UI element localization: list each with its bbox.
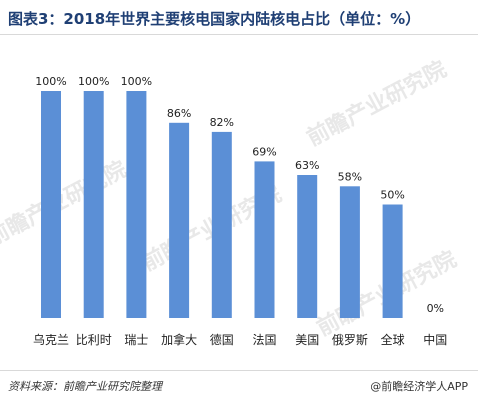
bars-group [41, 91, 403, 318]
value-label-9: 50% [380, 189, 404, 202]
chart-title: 图表3：2018年世界主要核电国家内陆核电占比（单位：%） [8, 10, 421, 28]
value-label-6: 69% [252, 145, 276, 158]
value-label-3: 100% [121, 75, 152, 88]
brand-note: @前瞻经济学人APP [370, 380, 468, 393]
value-label-8: 58% [338, 170, 362, 183]
bar-7 [297, 175, 318, 318]
category-label-6: 法国 [252, 333, 276, 347]
category-label-7: 美国 [295, 333, 319, 347]
bar-9 [382, 204, 403, 318]
value-label-7: 63% [295, 159, 319, 172]
category-label-9: 全球 [381, 332, 405, 347]
bar-8 [339, 186, 360, 318]
value-label-5: 82% [210, 116, 234, 129]
value-label-1: 100% [35, 75, 66, 88]
bar-3 [126, 91, 147, 318]
bar-1 [41, 91, 61, 318]
category-label-3: 瑞士 [124, 333, 148, 347]
category-label-8: 俄罗斯 [332, 333, 368, 347]
category-label-5: 德国 [210, 332, 234, 347]
value-label-4: 86% [167, 107, 191, 120]
bar-4 [169, 122, 190, 318]
bar-6 [254, 161, 275, 318]
category-label-1: 乌克兰 [33, 332, 69, 347]
bar-chart: 前瞻产业研究院前瞻产业研究院前瞻产业研究院前瞻产业研究院 100%100%100… [0, 56, 461, 347]
value-labels-group: 100% 100% 100% 86% 82% 69% 63% 58% 50% 0% [35, 75, 444, 315]
bar-5 [211, 131, 232, 318]
value-label-10: 0% [427, 302, 444, 315]
bottom-divider [0, 370, 478, 371]
value-label-2: 100% [78, 75, 109, 88]
category-labels-group: 乌克兰 比利时 瑞士 加拿大 德国 法国 美国 俄罗斯 全球 中国 [33, 332, 447, 347]
category-label-2: 比利时 [76, 333, 112, 347]
category-label-4: 加拿大 [161, 332, 197, 347]
watermark-text: 前瞻产业研究院 [0, 156, 131, 251]
top-divider [0, 34, 478, 35]
category-label-10: 中国 [423, 332, 447, 347]
source-note: 资料来源：前瞻产业研究院整理 [8, 380, 162, 393]
bar-2 [83, 91, 104, 318]
watermark-text: 前瞻产业研究院 [303, 56, 451, 151]
